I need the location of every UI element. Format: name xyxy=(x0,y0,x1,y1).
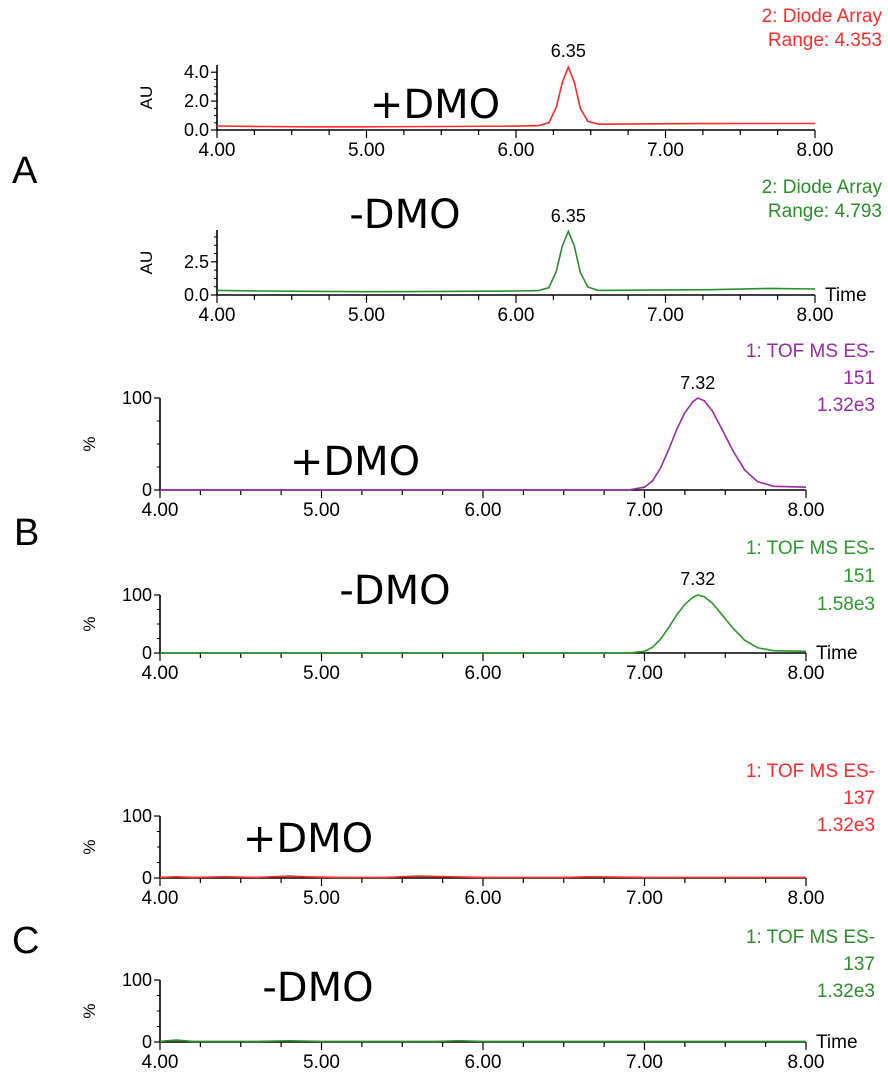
panel-5-intensity-label: 1.32e3 xyxy=(817,815,875,836)
panel-2-time-axis-label: Time xyxy=(825,285,867,306)
section-label-a: A xyxy=(12,150,38,192)
panel-4-mass-label: 151 xyxy=(843,566,875,587)
panel-2-x-tick-label: 8.00 xyxy=(797,305,834,326)
panel-3-x-tick-label: 4.00 xyxy=(142,500,179,521)
panel-1-x-tick-label: 7.00 xyxy=(647,140,684,161)
panel-4-trace-line xyxy=(160,594,807,654)
panel-5-condition-label: +DMO xyxy=(243,816,373,862)
panel-2-x-tick-label: 6.00 xyxy=(498,305,535,326)
panel-2-x-tick-label: 7.00 xyxy=(647,305,684,326)
section-label-b: B xyxy=(14,512,40,554)
panel-5-mass-label: 137 xyxy=(843,788,875,809)
panel-3-y-tick-label: 0 xyxy=(142,480,152,500)
panel-2-y-axis-label: AU xyxy=(137,251,156,275)
panel-5-y-axis-label: % xyxy=(80,839,99,854)
panel-4-peak-label: 7.32 xyxy=(680,569,715,589)
panel-4-y-tick-label: 0 xyxy=(142,643,152,663)
panel-2-condition-label: -DMO xyxy=(349,192,460,238)
panel-4-x-tick-label: 4.00 xyxy=(142,663,179,684)
panel-4-y-axis-label: % xyxy=(80,616,99,631)
panel-3-detector-label: 1: TOF MS ES- xyxy=(746,341,875,362)
panel-6-mass-label: 137 xyxy=(843,954,875,975)
panel-6-x-tick-label: 8.00 xyxy=(788,1052,825,1073)
panel-1-range-label: Range: 4.353 xyxy=(768,30,882,51)
panel-3-intensity-label: 1.32e3 xyxy=(817,395,875,416)
panel-6-y-axis-label: % xyxy=(80,1003,99,1018)
panel-5-x-tick-label: 5.00 xyxy=(303,888,340,909)
panel-5-detector-label: 1: TOF MS ES- xyxy=(746,761,875,782)
panel-3-x-tick-label: 5.00 xyxy=(303,500,340,521)
panel-6-x-tick-label: 4.00 xyxy=(142,1052,179,1073)
panel-1-x-tick-label: 6.00 xyxy=(498,140,535,161)
panel-4-x-tick-label: 7.00 xyxy=(626,663,663,684)
panel-3-mass-label: 151 xyxy=(843,368,875,389)
panel-2-x-tick-label: 5.00 xyxy=(348,305,385,326)
panel-6-y-tick-label: 100 xyxy=(122,970,152,990)
panel-3-condition-label: +DMO xyxy=(290,439,420,485)
panel-3-x-tick-label: 8.00 xyxy=(788,500,825,521)
section-label-c: C xyxy=(12,920,40,962)
panel-5-x-tick-label: 6.00 xyxy=(465,888,502,909)
panel-1-y-tick-label: 0.0 xyxy=(184,120,209,140)
panel-6-x-tick-label: 7.00 xyxy=(626,1052,663,1073)
panel-5-x-tick-label: 7.00 xyxy=(626,888,663,909)
panel-6-trace-line xyxy=(159,1039,806,1043)
panel-4-time-axis-label: Time xyxy=(816,643,858,664)
panel-4-condition-label: -DMO xyxy=(339,568,450,614)
panel-1-y-axis-label: AU xyxy=(137,86,156,110)
panel-2-peak-label: 6.35 xyxy=(551,206,586,226)
panel-6-time-axis-label: Time xyxy=(816,1032,858,1053)
panel-2-trace-line xyxy=(216,229,816,293)
panel-6-x-tick-label: 5.00 xyxy=(303,1052,340,1073)
panel-4-x-tick-label: 8.00 xyxy=(788,663,825,684)
panel-6-condition-label: -DMO xyxy=(262,965,373,1011)
panel-1-y-tick-label: 2.0 xyxy=(184,91,209,111)
panel-4-x-tick-label: 6.00 xyxy=(465,663,502,684)
panel-1-trace-line xyxy=(216,65,815,128)
panel-6-intensity-label: 1.32e3 xyxy=(817,981,875,1002)
panel-1-x-tick-label: 8.00 xyxy=(797,140,834,161)
panel-2-range-label: Range: 4.793 xyxy=(768,201,882,222)
panel-3-x-tick-label: 7.00 xyxy=(626,500,663,521)
panel-2-y-tick-label: 2.5 xyxy=(184,252,209,272)
panel-2-y-tick-label: 0.0 xyxy=(184,285,209,305)
panel-5-x-tick-label: 8.00 xyxy=(788,888,825,909)
panel-3-y-axis-label: % xyxy=(80,436,99,451)
panel-1-x-tick-label: 5.00 xyxy=(348,140,385,161)
panel-6-y-tick-label: 0 xyxy=(142,1032,152,1052)
panel-1-x-tick-label: 4.00 xyxy=(199,140,236,161)
panel-4-y-tick-label: 100 xyxy=(122,585,152,605)
panel-1-peak-label: 6.35 xyxy=(551,41,586,61)
panel-4-detector-label: 1: TOF MS ES- xyxy=(746,538,875,559)
panel-1-condition-label: +DMO xyxy=(370,82,500,128)
panel-1-detector-label: 2: Diode Array xyxy=(762,6,883,27)
panel-2-x-tick-label: 4.00 xyxy=(199,305,236,326)
panel-6-detector-label: 1: TOF MS ES- xyxy=(746,927,875,948)
panel-6-x-tick-label: 6.00 xyxy=(465,1052,502,1073)
panel-4-x-tick-label: 5.00 xyxy=(303,663,340,684)
panel-3-y-tick-label: 100 xyxy=(122,388,152,408)
panel-2-detector-label: 2: Diode Array xyxy=(762,177,883,198)
panel-5-y-tick-label: 0 xyxy=(142,868,152,888)
panel-3-x-tick-label: 6.00 xyxy=(465,500,502,521)
panel-5-trace-line xyxy=(159,875,806,879)
panel-4-intensity-label: 1.58e3 xyxy=(817,594,875,615)
panel-3-trace-line xyxy=(160,397,807,491)
panel-5-x-tick-label: 4.00 xyxy=(142,888,179,909)
panel-3-peak-label: 7.32 xyxy=(680,373,715,393)
panel-5-y-tick-label: 100 xyxy=(122,806,152,826)
panel-1-y-tick-label: 4.0 xyxy=(184,62,209,82)
